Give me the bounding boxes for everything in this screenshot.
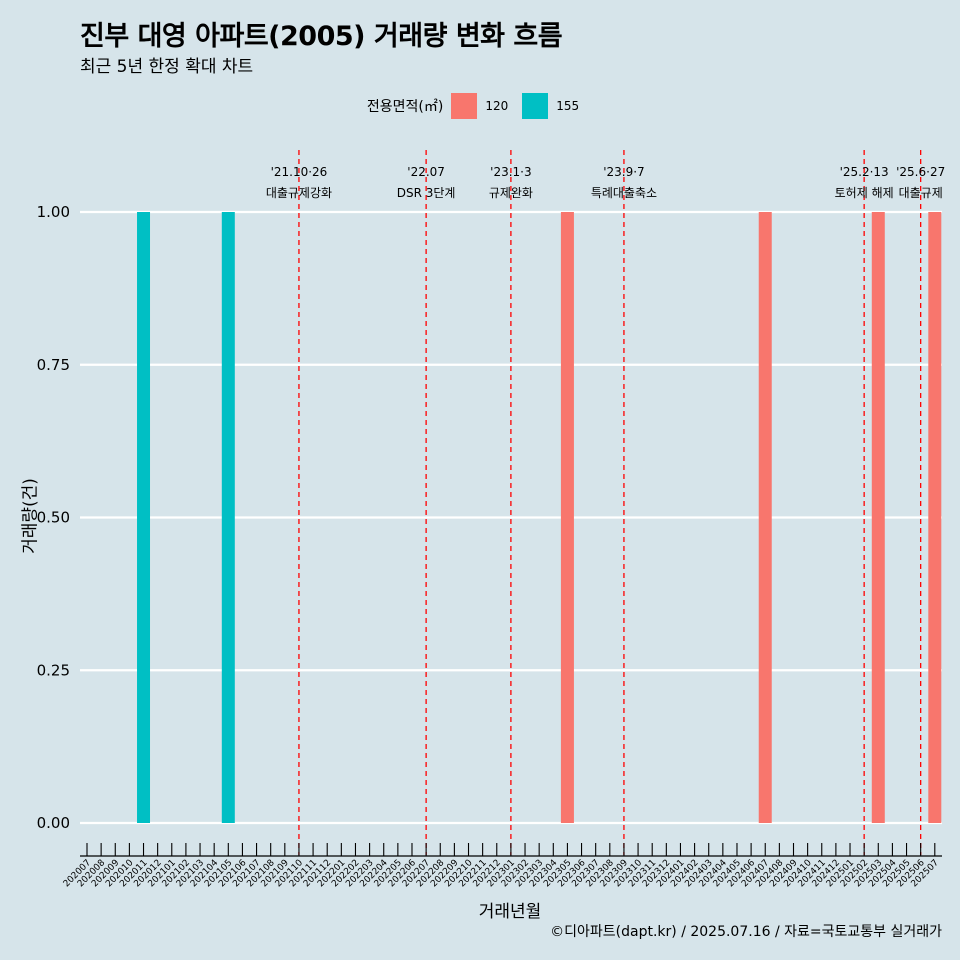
source-caption: ©디아파트(dapt.kr) / 2025.07.16 / 자료=국토교통부 실… (550, 924, 942, 940)
event-date-label: '22.07 (407, 165, 445, 179)
y-tick-label: 0.25 (37, 661, 70, 679)
legend: 전용면적(㎡) 120 155 (0, 93, 960, 119)
legend-key-120 (451, 93, 478, 119)
event-text-label: 규제완화 (489, 186, 533, 200)
chart-subtitle: 최근 5년 한정 확대 차트 (80, 57, 254, 77)
y-tick-label: 0.00 (37, 814, 70, 832)
event-lines (298, 150, 922, 855)
bar-120-202503 (871, 212, 885, 823)
chart-title: 진부 대영 아파트(2005) 거래량 변화 흐름 (80, 21, 563, 52)
axes: 0.000.250.500.751.0020200720200820200920… (37, 203, 942, 889)
event-text-label: 토허제 해제 (835, 186, 894, 200)
event-date-label: '25.6·27 (896, 165, 945, 179)
x-axis-label: 거래년월 (478, 902, 542, 922)
bars (137, 212, 942, 823)
y-tick-label: 0.50 (37, 509, 70, 527)
y-tick-label: 0.75 (37, 356, 70, 374)
event-date-label: '25.2·13 (840, 165, 889, 179)
bar-120-202407 (758, 212, 772, 823)
legend-key-155 (522, 93, 549, 119)
bar-120-202507 (928, 212, 942, 823)
event-date-label: '23.9·7 (603, 165, 644, 179)
legend-title: 전용면적(㎡) (366, 99, 444, 115)
event-text-label: 대출규제 (899, 186, 943, 200)
event-annotations: '21.10·26 대출규제강화 '22.07 DSR 3단계 '23.1·3 규제완화 '… (266, 165, 945, 200)
event-text-label: DSR 3단계 (397, 186, 456, 200)
y-axis-label: 거래량(건) (20, 478, 41, 554)
event-text-label: 대출규제강화 (266, 186, 332, 200)
bar-155-202011 (137, 212, 151, 823)
bar-120-202305 (560, 212, 574, 823)
bar-155-202105 (221, 212, 235, 823)
event-date-label: '23.1·3 (490, 165, 531, 179)
legend-label-120: 120 (485, 99, 509, 113)
y-tick-label: 1.00 (37, 203, 70, 221)
event-date-label: '21.10·26 (271, 165, 328, 179)
event-text-label: 특례대출축소 (591, 186, 657, 200)
legend-label-155: 155 (556, 99, 580, 113)
